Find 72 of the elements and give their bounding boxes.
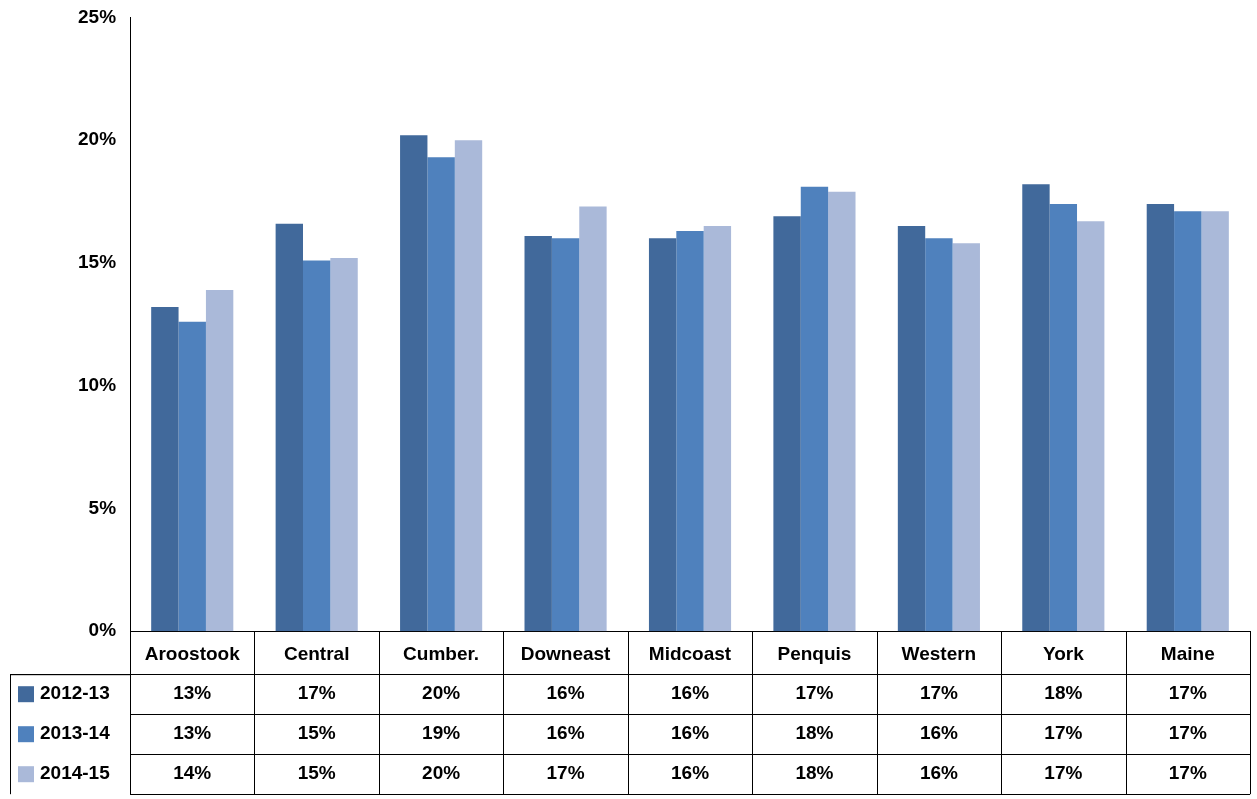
data-label: 17% [919, 682, 959, 704]
data-label: 17% [297, 682, 336, 704]
data-label: 13% [173, 722, 212, 744]
bar [330, 258, 358, 632]
bar [1022, 184, 1050, 632]
data-label: 17% [1044, 762, 1083, 784]
data-label: 19% [422, 722, 461, 744]
x-tick-label: Maine [1160, 642, 1215, 664]
y-tick-label: 5% [88, 496, 117, 518]
data-label: 18% [1044, 682, 1083, 704]
legend-label: 2012-13 [40, 682, 110, 704]
data-label: 18% [795, 722, 834, 744]
data-label: 13% [173, 682, 212, 704]
bar [1049, 204, 1078, 632]
data-label: 17% [1168, 762, 1207, 784]
legend-label: 2013-14 [40, 722, 111, 744]
data-label: 16% [919, 762, 959, 784]
x-tick-label: York [1042, 642, 1085, 664]
bar [579, 206, 607, 632]
data-label: 17% [1168, 722, 1207, 744]
y-tick-label: 10% [78, 373, 117, 395]
bar [400, 135, 428, 632]
y-tick-label: 20% [78, 128, 117, 150]
bar [897, 226, 926, 632]
data-label: 16% [919, 722, 959, 744]
x-tick-label: Central [283, 642, 350, 664]
x-tick-label: Penquis [777, 642, 852, 664]
y-tick-label: 0% [88, 619, 117, 641]
data-label: 16% [671, 682, 710, 704]
bar [828, 191, 856, 632]
x-tick-label: Western [901, 642, 977, 664]
data-label: 18% [795, 762, 834, 784]
data-label: 15% [297, 722, 336, 744]
x-tick-label: Aroostook [144, 642, 241, 664]
data-label: 20% [422, 682, 461, 704]
data-label: 16% [546, 722, 585, 744]
data-label: 17% [1168, 682, 1207, 704]
bar [205, 289, 234, 632]
bar [773, 216, 801, 632]
bar [1077, 221, 1105, 632]
bar [648, 238, 677, 632]
x-tick-label: Midcoast [648, 642, 732, 664]
data-label: 16% [671, 722, 710, 744]
y-tick-label: 15% [78, 251, 117, 273]
data-label: 17% [795, 682, 834, 704]
data-label: 17% [1044, 722, 1083, 744]
data-label: 14% [173, 762, 212, 784]
data-label: 16% [546, 682, 585, 704]
bar [303, 260, 331, 632]
bar [1174, 211, 1202, 632]
bar [178, 321, 206, 632]
data-label: 16% [671, 762, 710, 784]
bar [952, 243, 980, 632]
legend-label: 2014-15 [40, 762, 111, 784]
bar [800, 186, 829, 632]
bar [427, 157, 455, 632]
x-tick-label: Downeast [520, 642, 612, 664]
bar [454, 140, 483, 632]
bar [275, 223, 303, 632]
bar [1146, 204, 1175, 632]
data-label: 17% [546, 762, 585, 784]
bar [925, 238, 953, 632]
x-tick-label: Cumber. [403, 642, 480, 664]
bar [703, 226, 732, 632]
data-label: 20% [422, 762, 461, 784]
bar [524, 235, 552, 632]
data-label: 15% [297, 762, 336, 784]
y-tick-label: 25% [78, 5, 117, 27]
bar [551, 238, 580, 632]
bar [1201, 211, 1229, 632]
bar [676, 231, 704, 632]
bar [151, 307, 179, 632]
